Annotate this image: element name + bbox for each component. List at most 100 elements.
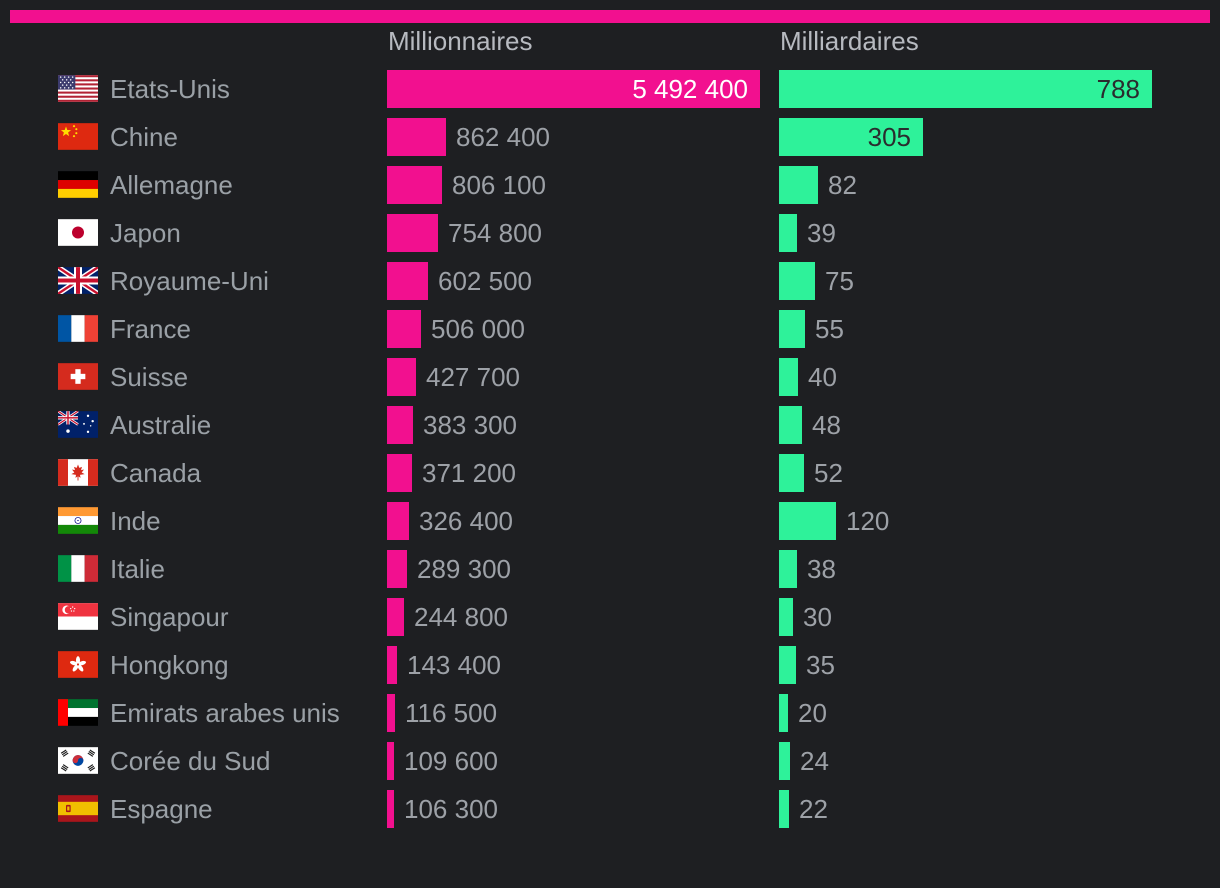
milliardaires-bar (779, 742, 790, 780)
millionnaires-bar (387, 358, 416, 396)
milliardaires-bar (779, 406, 802, 444)
millionnaires-bar (387, 502, 409, 540)
milliardaires-bar (779, 214, 797, 252)
millionnaires-value: 806 100 (452, 170, 546, 200)
table-row: France 506 000 55 (0, 305, 1220, 353)
table-row: Allemagne 806 100 82 (0, 161, 1220, 209)
country-label: Emirats arabes unis (110, 698, 340, 728)
table-row: Emirats arabes unis 116 500 20 (0, 689, 1220, 737)
milliardaires-bar (779, 550, 797, 588)
table-row: Etats-Unis 5 492 400 788 (0, 65, 1220, 113)
millionnaires-value: 109 600 (404, 746, 498, 776)
millionnaires-value: 602 500 (438, 266, 532, 296)
country-label: Chine (110, 122, 178, 152)
column-header-millionnaires: Millionnaires (388, 26, 533, 56)
milliardaires-bar (779, 502, 836, 540)
flag-jp-icon (58, 219, 98, 246)
country-label: Australie (110, 410, 212, 440)
milliardaires-value-inside: 788 (1096, 74, 1140, 104)
milliardaires-bar (779, 262, 815, 300)
millionnaires-bar (387, 454, 412, 492)
millionnaires-value: 116 500 (405, 698, 498, 728)
millionnaires-value: 289 300 (417, 554, 511, 584)
millionnaires-value: 754 800 (448, 218, 542, 248)
country-label: Corée du Sud (110, 746, 271, 776)
milliardaires-value: 55 (815, 314, 844, 344)
table-row: Italie 289 300 38 (0, 545, 1220, 593)
milliardaires-value: 48 (812, 410, 841, 440)
country-label: Royaume-Uni (110, 266, 269, 296)
millionnaires-bar (387, 646, 397, 684)
flag-fr-icon (58, 315, 98, 342)
millionnaires-value: 383 300 (423, 410, 517, 440)
millionnaires-value: 143 400 (407, 650, 501, 680)
country-label: Japon (110, 218, 181, 248)
millionnaires-bar (387, 694, 395, 732)
milliardaires-bar (779, 790, 789, 828)
country-label: Suisse (110, 362, 189, 392)
milliardaires-bar (779, 166, 818, 204)
flag-sg-icon (58, 603, 98, 630)
millionnaires-bar: 5 492 400 (387, 70, 760, 108)
milliardaires-bar (779, 358, 798, 396)
millionnaires-bar (387, 118, 446, 156)
table-row: Hongkong 143 400 35 (0, 641, 1220, 689)
flag-kr-icon (58, 747, 98, 774)
country-label: Inde (110, 506, 161, 536)
millionnaires-value: 506 000 (431, 314, 525, 344)
milliardaires-value: 35 (806, 650, 835, 680)
country-label: Espagne (110, 794, 213, 824)
country-label: Etats-Unis (110, 74, 230, 104)
milliardaires-bar (779, 310, 805, 348)
flag-cn-icon (58, 123, 98, 150)
millionnaires-bar (387, 550, 407, 588)
table-row: Japon 754 800 39 (0, 209, 1220, 257)
millionnaires-value: 244 800 (414, 602, 508, 632)
milliardaires-bar: 788 (779, 70, 1152, 108)
flag-it-icon (58, 555, 98, 582)
column-header-milliardaires: Milliardaires (780, 26, 919, 56)
millionnaires-value: 106 300 (404, 794, 498, 824)
millionnaires-value: 326 400 (419, 506, 513, 536)
table-row: Espagne 106 300 22 (0, 785, 1220, 833)
milliardaires-value: 20 (798, 698, 827, 728)
table-row: Inde 326 400 120 (0, 497, 1220, 545)
flag-ae-icon (58, 699, 98, 726)
milliardaires-value: 52 (814, 458, 843, 488)
milliardaires-value: 75 (825, 266, 854, 296)
table-row: Australie 383 300 48 (0, 401, 1220, 449)
table-row: Corée du Sud 109 600 24 (0, 737, 1220, 785)
flag-de-icon (58, 171, 98, 198)
milliardaires-value: 40 (808, 362, 837, 392)
milliardaires-value-inside: 305 (867, 122, 911, 152)
flag-us-icon (58, 75, 98, 102)
flag-in-icon (58, 507, 98, 534)
milliardaires-value: 22 (799, 794, 828, 824)
country-label: Hongkong (110, 650, 229, 680)
table-row: Royaume-Uni 602 500 75 (0, 257, 1220, 305)
flag-gb-icon (58, 267, 98, 294)
millionnaires-value: 371 200 (422, 458, 516, 488)
millionnaires-bar (387, 598, 404, 636)
table-row: Chine 862 400 305 (0, 113, 1220, 161)
milliardaires-value: 30 (803, 602, 832, 632)
millionnaires-bar (387, 166, 442, 204)
millionnaires-value: 427 700 (426, 362, 520, 392)
millionnaires-value: 862 400 (456, 122, 550, 152)
country-label: Italie (110, 554, 165, 584)
flag-hk-icon (58, 651, 98, 678)
table-row: Singapour 244 800 30 (0, 593, 1220, 641)
flag-ca-icon (58, 459, 98, 486)
table-row: Suisse 427 700 40 (0, 353, 1220, 401)
milliardaires-value: 82 (828, 170, 857, 200)
millionnaires-bar (387, 262, 428, 300)
millionnaires-bar (387, 742, 394, 780)
top-accent-bar (10, 10, 1210, 23)
millionnaires-bar (387, 790, 394, 828)
country-label: France (110, 314, 191, 344)
country-label: Allemagne (110, 170, 233, 200)
millionnaires-value-inside: 5 492 400 (632, 74, 748, 104)
milliardaires-bar: 305 (779, 118, 923, 156)
milliardaires-value: 39 (807, 218, 836, 248)
